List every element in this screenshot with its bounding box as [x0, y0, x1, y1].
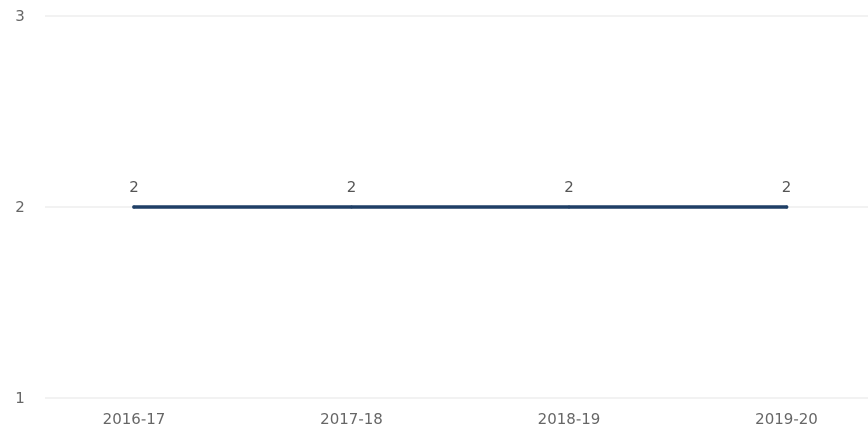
data-label: 2: [129, 178, 139, 196]
x-tick-label: 2016-17: [103, 410, 166, 428]
data-label: 2: [564, 178, 574, 196]
data-point: [132, 205, 136, 209]
x-tick-label: 2019-20: [755, 410, 818, 428]
x-axis: 2016-17 2017-18 2018-19 2019-20: [103, 410, 818, 428]
data-point: [567, 205, 571, 209]
x-tick-label: 2017-18: [320, 410, 383, 428]
y-tick-label: 3: [15, 7, 25, 25]
data-label: 2: [782, 178, 792, 196]
y-tick-label: 1: [15, 389, 25, 407]
data-point: [784, 205, 789, 209]
x-tick-label: 2018-19: [538, 410, 601, 428]
data-labels: 2 2 2 2: [129, 178, 791, 196]
y-tick-label: 2: [15, 198, 25, 216]
data-point: [349, 205, 354, 209]
y-axis: 1 2 3: [15, 7, 25, 407]
data-label: 2: [347, 178, 357, 196]
series-group: [132, 205, 789, 209]
